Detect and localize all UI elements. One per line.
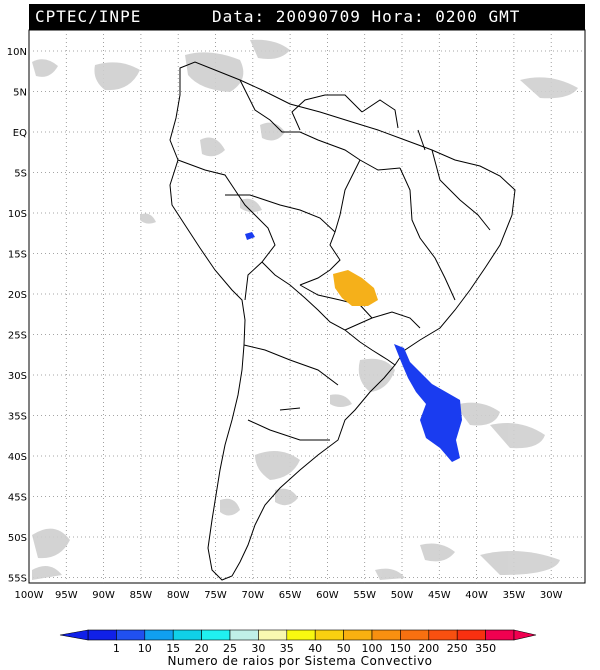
legend-swatch [428,629,458,641]
lon-tick-label: 55W [353,590,376,601]
legend-right-arrow [513,629,537,641]
legend-swatch [229,629,259,641]
legend-label: 1 [113,642,120,652]
lat-tick-label: 35S [8,412,27,423]
lon-tick-label: 80W [167,590,190,601]
legend-label: 50 [337,642,351,652]
legend-swatch [258,629,288,641]
legend-left-arrow [59,629,89,641]
legend-swatch [286,629,316,641]
lat-tick-label: 5N [13,88,27,99]
lon-tick-label: 75W [204,590,227,601]
color-legend: 1 10 15 20 25 30 35 40 50 100 150 200 250 350 [0,622,600,670]
lat-tick-label: 30S [8,371,27,382]
legend-label: 20 [195,642,209,652]
legend-swatch [485,629,515,641]
legend-swatch [172,629,202,641]
lat-tick-label: 45S [8,493,27,504]
lon-tick-label: 40W [465,590,488,601]
legend-label: 30 [251,642,265,652]
map-frame [28,29,586,584]
legend-label: 25 [223,642,237,652]
convective-system-large-blue [394,344,462,462]
lightning-map: 10N5NEQ5S10S15S20S25S30S35S40S45S50S55S … [7,29,586,601]
lon-tick-label: 30W [540,590,563,601]
lat-tick-label: 25S [8,331,27,342]
convective-system-orange [333,270,378,306]
legend-swatch [400,629,430,641]
legend-swatch [144,629,174,641]
legend-label: 350 [475,642,496,652]
legend-label: 150 [390,642,411,652]
lon-tick-label: 35W [503,590,526,601]
lat-tick-label: EQ [13,128,27,139]
lat-tick-label: 5S [14,169,27,180]
legend-swatch [456,629,486,641]
legend-bar: 1 10 15 20 25 30 35 40 50 100 150 200 250 350 [59,629,537,655]
lat-tick-label: 15S [8,250,27,261]
legend-swatch [314,629,344,641]
lat-tick-label: 10S [8,209,27,220]
coastlines-borders [169,61,516,581]
legend-caption: Numero de raios por Sistema Convectivo [167,654,433,668]
legend-swatch [87,629,117,641]
legend-swatch [371,629,401,641]
legend-swatch [116,629,146,641]
lon-tick-label: 85W [130,590,153,601]
map-header-bar: CPTEC/INPE Data: 20090709 Hora: 0200 GMT [29,4,585,30]
lon-tick-label: 70W [241,590,264,601]
lat-tick-label: 20S [8,290,27,301]
lat-tick-label: 50S [8,533,27,544]
lon-tick-label: 45W [428,590,451,601]
lon-tick-label: 65W [279,590,302,601]
convective-system-small-blue [245,232,255,240]
lon-tick-label: 50W [391,590,414,601]
lat-tick-label: 40S [8,452,27,463]
legend-swatch [201,629,231,641]
legend-swatch [343,629,373,641]
legend-label: 35 [280,642,294,652]
lat-tick-label: 55S [8,574,27,585]
lon-tick-label: 95W [55,590,78,601]
legend-label: 10 [138,642,152,652]
lon-tick-label: 60W [316,590,339,601]
legend-label: 15 [166,642,180,652]
lat-lon-grid [29,30,585,583]
legend-label: 200 [418,642,439,652]
legend-label: 100 [362,642,383,652]
legend-label: 250 [447,642,468,652]
lon-tick-label: 90W [92,590,115,601]
lat-tick-label: 10N [7,47,27,58]
agency-label: CPTEC/INPE [35,7,142,26]
legend-label: 40 [308,642,322,652]
lon-tick-label: 100W [15,590,44,601]
cloud-cover [32,39,578,580]
date-time-label: Data: 20090709 Hora: 0200 GMT [212,7,521,26]
